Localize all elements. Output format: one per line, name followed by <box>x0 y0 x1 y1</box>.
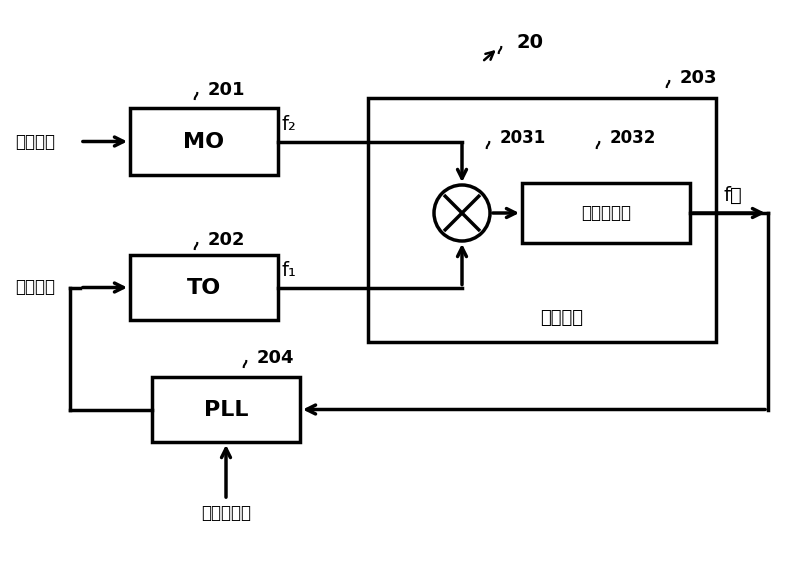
Text: 输出滤波器: 输出滤波器 <box>581 204 631 222</box>
Text: 20: 20 <box>516 33 543 52</box>
Text: 调制信号: 调制信号 <box>15 133 55 151</box>
Text: 2031: 2031 <box>500 129 546 147</box>
Text: fⲜ: fⲜ <box>724 186 742 205</box>
Text: 203: 203 <box>680 69 718 87</box>
Bar <box>130 255 278 320</box>
Text: 202: 202 <box>208 231 246 249</box>
Bar <box>130 108 278 175</box>
Text: 调谐信号: 调谐信号 <box>15 278 55 296</box>
Text: PLL: PLL <box>204 400 248 420</box>
Text: MO: MO <box>183 131 225 152</box>
Text: f₁: f₁ <box>282 261 297 280</box>
Text: f₂: f₂ <box>282 114 297 134</box>
Bar <box>368 98 716 342</box>
Text: TO: TO <box>187 277 221 297</box>
Text: 反调制信号: 反调制信号 <box>201 504 251 522</box>
Text: 204: 204 <box>257 349 294 367</box>
Circle shape <box>434 185 490 241</box>
Text: 201: 201 <box>208 81 246 99</box>
Text: 输出模块: 输出模块 <box>541 309 583 327</box>
Bar <box>152 377 300 442</box>
Text: 2032: 2032 <box>610 129 656 147</box>
Bar <box>522 183 690 243</box>
